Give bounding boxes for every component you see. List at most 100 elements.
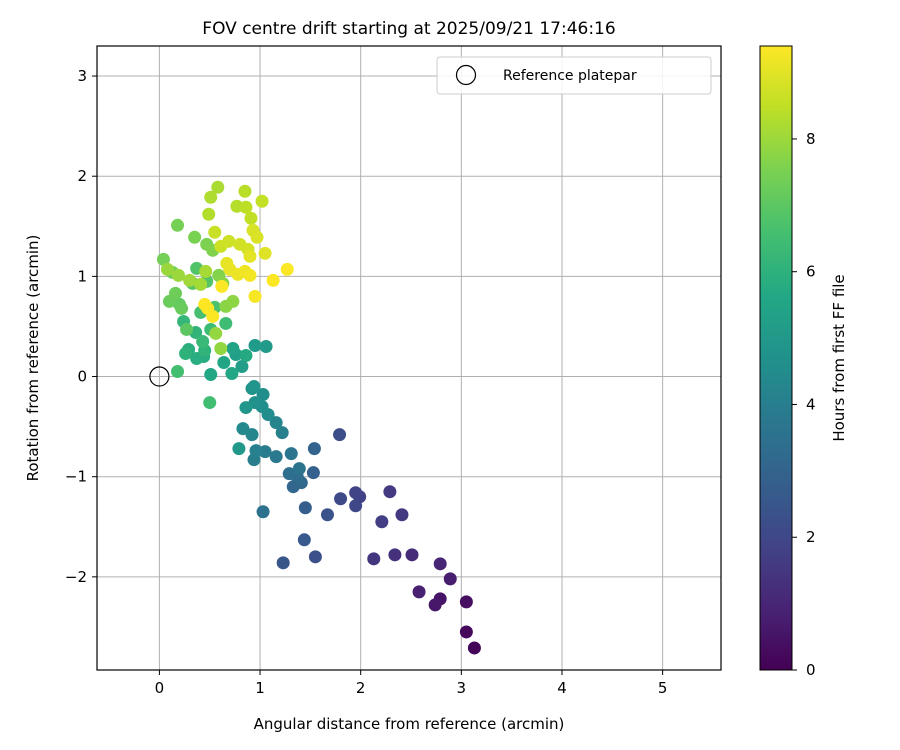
y-tick-label: 2 <box>77 167 87 185</box>
legend-box <box>436 56 712 95</box>
x-tick-label: 3 <box>457 679 467 697</box>
colorbar-tick-label: 0 <box>806 661 816 679</box>
data-point <box>412 585 426 599</box>
data-point <box>297 533 311 547</box>
data-point <box>239 348 253 362</box>
data-point <box>194 277 208 291</box>
data-point <box>232 442 246 456</box>
data-point <box>375 515 389 529</box>
data-point <box>282 467 296 481</box>
data-point <box>266 273 280 287</box>
data-point <box>238 184 252 198</box>
data-point <box>235 360 249 374</box>
data-point <box>269 416 283 430</box>
data-point <box>236 422 250 436</box>
data-point <box>171 218 185 232</box>
data-point <box>388 548 402 562</box>
colorbar-tick-label: 6 <box>806 263 816 281</box>
data-point <box>239 200 253 214</box>
data-point <box>190 352 204 366</box>
data-point <box>459 625 473 639</box>
x-tick-label: 2 <box>356 679 366 697</box>
data-point <box>175 301 189 315</box>
data-point <box>443 572 457 586</box>
data-point <box>349 486 363 500</box>
data-point <box>199 264 213 278</box>
data-point <box>259 339 273 353</box>
data-point <box>334 492 348 506</box>
grid-lines <box>97 46 721 670</box>
data-point <box>211 180 225 194</box>
data-point <box>160 262 174 276</box>
data-point <box>298 501 312 515</box>
data-point <box>308 550 322 564</box>
legend: Reference platepar <box>436 56 712 95</box>
y-tick-label: 0 <box>77 368 87 386</box>
data-point <box>248 289 262 303</box>
data-point <box>226 341 240 355</box>
y-axis-ticks: −2 −1 0 1 2 3 <box>65 67 97 586</box>
data-point <box>204 190 218 204</box>
x-tick-label: 1 <box>255 679 265 697</box>
data-point <box>239 401 253 415</box>
data-point <box>428 598 442 612</box>
data-point <box>217 356 231 370</box>
data-point <box>248 338 262 352</box>
data-point <box>247 380 261 394</box>
data-point <box>156 252 170 266</box>
data-point <box>214 341 228 355</box>
y-axis-label: Rotation from reference (arcmin) <box>24 235 42 482</box>
data-point <box>243 249 257 263</box>
data-point <box>307 442 321 456</box>
reference-platepar-marker <box>149 366 170 387</box>
data-point <box>203 396 217 410</box>
data-point <box>275 426 289 440</box>
colorbar <box>759 45 793 671</box>
data-point <box>222 234 236 248</box>
data-point <box>179 346 193 360</box>
data-point <box>459 595 473 609</box>
data-point <box>172 268 186 282</box>
data-point <box>169 286 183 300</box>
data-point <box>196 334 210 348</box>
data-point <box>280 262 294 276</box>
data-point <box>258 246 272 260</box>
data-point <box>198 297 212 311</box>
data-point <box>256 505 270 519</box>
data-point <box>276 556 290 570</box>
legend-entry-reference: Reference platepar <box>503 68 637 84</box>
colorbar-ticks: 0 2 4 6 8 <box>792 130 816 679</box>
colorbar-tick-label: 8 <box>806 130 816 148</box>
data-point <box>183 273 197 287</box>
y-tick-label: 3 <box>77 67 87 85</box>
data-point <box>256 388 270 402</box>
data-point <box>292 462 306 476</box>
x-axis-label: Angular distance from reference (arcmin) <box>254 715 565 733</box>
data-point <box>349 499 363 513</box>
data-point <box>171 365 185 379</box>
data-point <box>255 194 269 208</box>
data-point <box>284 447 298 461</box>
data-point <box>383 485 397 499</box>
colorbar-tick-label: 4 <box>806 395 816 413</box>
data-point <box>395 508 409 522</box>
chart-title: FOV centre drift starting at 2025/09/21 … <box>202 19 615 39</box>
data-point <box>188 230 202 244</box>
data-point <box>180 322 194 336</box>
data-point <box>320 508 334 522</box>
plot-frame <box>96 45 722 671</box>
data-point <box>269 450 283 464</box>
colorbar-tick-label: 2 <box>806 528 816 546</box>
y-tick-label: 1 <box>77 267 87 285</box>
data-point <box>209 326 223 340</box>
data-point <box>244 211 258 225</box>
data-point <box>225 367 239 381</box>
data-point <box>433 557 447 571</box>
data-point <box>208 225 222 239</box>
y-tick-label: −1 <box>65 468 87 486</box>
data-point <box>250 230 264 244</box>
legend-marker-icon <box>455 64 477 86</box>
reference-marker-group <box>149 366 170 387</box>
data-point <box>306 466 320 480</box>
